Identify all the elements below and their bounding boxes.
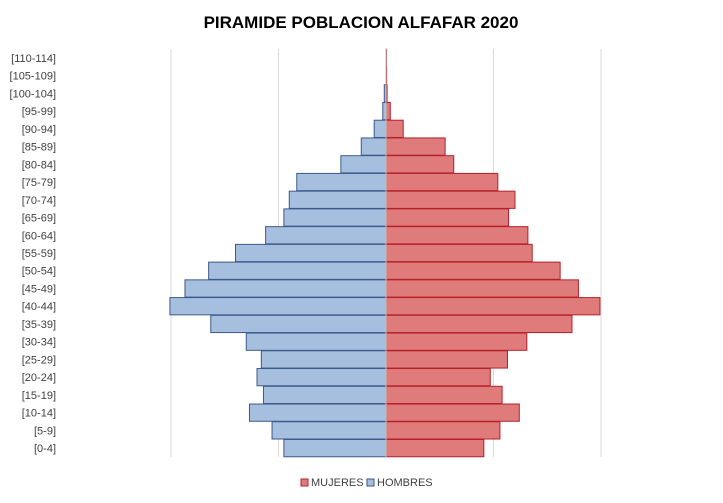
y-tick-label: [20-24] bbox=[22, 372, 56, 384]
y-tick-label: [110-114] bbox=[11, 53, 56, 65]
bar-hombres-18 bbox=[373, 119, 387, 138]
bar-hombres-6 bbox=[245, 332, 387, 351]
bar-mujeres-15 bbox=[385, 172, 499, 192]
bar-hombres-11 bbox=[235, 243, 387, 263]
bar-mujeres-11 bbox=[385, 243, 533, 263]
bar-hombres-16 bbox=[340, 155, 387, 174]
bar-mujeres-10 bbox=[385, 261, 561, 280]
y-tick-label: [0-4] bbox=[34, 443, 56, 455]
bar-mujeres-9 bbox=[385, 279, 579, 298]
bar-mujeres-18 bbox=[385, 119, 404, 138]
bar-mujeres-19 bbox=[385, 101, 391, 121]
bar-mujeres-8 bbox=[385, 297, 601, 316]
y-axis-labels: [0-4] [5-9] [10-14] [15-19] [20-24] [25-29] [3… bbox=[10, 53, 56, 455]
bar-mujeres-2 bbox=[385, 403, 520, 422]
bar-mujeres-16 bbox=[385, 155, 455, 174]
y-tick-label: [90-94] bbox=[22, 124, 56, 136]
y-tick-label: [95-99] bbox=[22, 106, 56, 118]
bar-mujeres-0 bbox=[385, 439, 485, 458]
y-tick-label: [40-44] bbox=[22, 301, 56, 313]
y-tick-label: [50-54] bbox=[22, 266, 56, 278]
bar-mujeres-5 bbox=[385, 350, 508, 369]
legend-swatch-mujeres bbox=[300, 478, 309, 487]
bar-mujeres-3 bbox=[385, 385, 503, 405]
y-tick-label: [80-84] bbox=[22, 159, 56, 171]
bar-hombres-15 bbox=[296, 172, 387, 192]
bar-hombres-9 bbox=[184, 279, 387, 298]
bar-hombres-17 bbox=[360, 137, 387, 156]
bar-mujeres-13 bbox=[385, 208, 510, 227]
y-tick-label: [100-104] bbox=[10, 88, 56, 100]
y-tick-label: [45-49] bbox=[22, 283, 56, 295]
bar-mujeres-1 bbox=[385, 421, 501, 440]
y-tick-label: [60-64] bbox=[22, 230, 56, 242]
chart-title: PIRAMIDE POBLACION ALFAFAR 2020 bbox=[204, 13, 519, 32]
y-tick-label: [15-19] bbox=[22, 390, 56, 402]
y-tick-label: [85-89] bbox=[22, 142, 56, 154]
y-tick-label: [10-14] bbox=[22, 408, 56, 420]
bar-hombres-0 bbox=[283, 439, 387, 458]
y-tick-label: [70-74] bbox=[22, 195, 56, 207]
y-tick-label: [5-9] bbox=[34, 425, 56, 437]
y-tick-label: [30-34] bbox=[22, 337, 56, 349]
bars bbox=[169, 48, 601, 458]
legend-swatch-hombres bbox=[366, 478, 375, 487]
bar-mujeres-12 bbox=[385, 226, 529, 245]
bar-hombres-13 bbox=[283, 208, 387, 227]
bar-hombres-2 bbox=[248, 403, 387, 422]
bar-hombres-12 bbox=[265, 226, 387, 245]
bar-mujeres-7 bbox=[385, 314, 573, 334]
y-tick-label: [25-29] bbox=[22, 354, 56, 366]
bar-mujeres-17 bbox=[385, 137, 446, 156]
legend-label-mujeres: MUJERES bbox=[311, 477, 364, 489]
y-tick-label: [75-79] bbox=[22, 177, 56, 189]
bar-hombres-7 bbox=[210, 314, 387, 334]
bar-hombres-8 bbox=[169, 297, 387, 316]
bar-hombres-10 bbox=[208, 261, 387, 280]
y-tick-label: [105-109] bbox=[10, 71, 56, 83]
y-tick-label: [55-59] bbox=[22, 248, 56, 260]
bar-hombres-1 bbox=[271, 421, 387, 440]
bar-mujeres-4 bbox=[385, 368, 491, 387]
legend: MUJERES HOMBRES bbox=[300, 477, 433, 489]
bar-mujeres-14 bbox=[385, 190, 516, 209]
bar-hombres-14 bbox=[288, 190, 387, 209]
bar-hombres-3 bbox=[262, 385, 387, 405]
bar-mujeres-6 bbox=[385, 332, 528, 351]
y-tick-label: [65-69] bbox=[22, 213, 56, 225]
y-tick-label: [35-39] bbox=[22, 319, 56, 331]
bar-hombres-5 bbox=[260, 350, 387, 369]
bar-hombres-4 bbox=[256, 368, 387, 387]
legend-label-hombres: HOMBRES bbox=[377, 477, 433, 489]
